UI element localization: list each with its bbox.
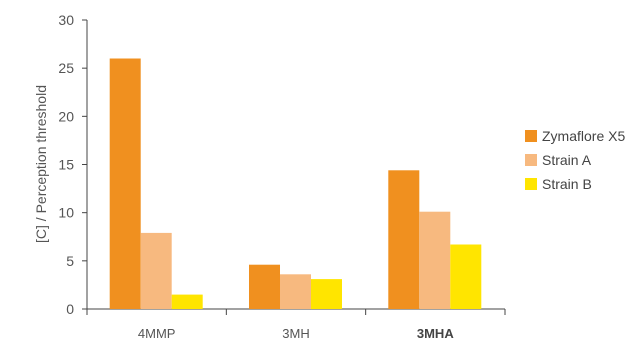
legend-swatch <box>525 178 537 190</box>
x-category-label: 3MH <box>282 326 309 340</box>
bar <box>141 233 172 309</box>
bar <box>450 245 481 310</box>
y-tick-label: 25 <box>58 60 74 76</box>
y-axis-title: [C] / Perception threshold <box>33 85 49 243</box>
bars <box>110 59 482 310</box>
bar <box>172 295 203 309</box>
y-tick-label: 20 <box>58 108 74 124</box>
x-category-label: 4MMP <box>138 326 176 340</box>
legend-swatch <box>525 154 537 166</box>
x-category-label: 3MHA <box>417 326 454 340</box>
legend-label: Strain B <box>542 176 592 192</box>
legend-label: Zymaflore X5 <box>542 128 625 144</box>
y-tick-label: 0 <box>66 301 74 317</box>
bar <box>249 265 280 309</box>
legend: Zymaflore X5 Strain A Strain B <box>525 128 625 192</box>
y-tick-label: 5 <box>66 253 74 269</box>
legend-label: Strain A <box>542 152 592 168</box>
bar <box>110 59 141 310</box>
y-tick-label: 30 <box>58 12 74 28</box>
bar <box>388 170 419 309</box>
y-tick-label: 15 <box>58 157 74 173</box>
legend-swatch <box>525 130 537 142</box>
y-tick-label: 10 <box>58 205 74 221</box>
bar <box>419 212 450 309</box>
bar <box>311 279 342 309</box>
bar <box>280 274 311 309</box>
